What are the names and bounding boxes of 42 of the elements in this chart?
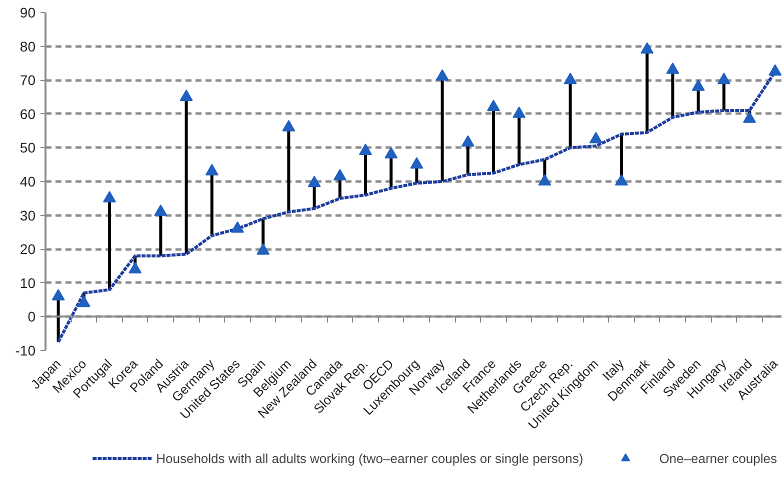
point [410,157,424,169]
point [180,90,193,101]
point [615,174,628,186]
point [743,112,756,123]
point [692,79,705,91]
point [103,190,116,202]
point [282,120,296,132]
point [205,164,218,176]
point [768,64,782,76]
point [589,132,602,144]
legend-label: Households with all adults working (two–earner couples or single persons) [156,450,584,466]
y-tick-label: 30 [20,207,36,224]
y-tick-label: -10 [15,342,36,358]
point [538,174,552,186]
y-tick-label: 20 [20,241,36,258]
point [77,296,90,308]
y-tick-label: 60 [20,106,36,122]
point [384,147,398,158]
y-tick-label: 90 [20,4,36,20]
y-tick-label: 40 [20,174,36,190]
point [231,221,244,233]
legend-label: One–earner couples [659,450,777,466]
point [308,176,321,188]
y-tick-label: 80 [20,38,36,54]
y-tick-label: 70 [20,72,36,88]
point [461,135,474,147]
point [128,262,142,274]
point [154,204,168,216]
point [359,144,372,156]
point [333,169,346,180]
y-tick-label: 0 [28,308,36,325]
point [512,106,526,118]
point [436,69,449,81]
point [487,100,500,112]
point [640,42,654,54]
y-tick-label: 10 [20,274,36,291]
point [717,72,730,84]
point [564,72,577,84]
point [256,243,270,255]
point [666,62,680,74]
y-tick-label: 50 [20,140,36,156]
point [52,288,65,300]
